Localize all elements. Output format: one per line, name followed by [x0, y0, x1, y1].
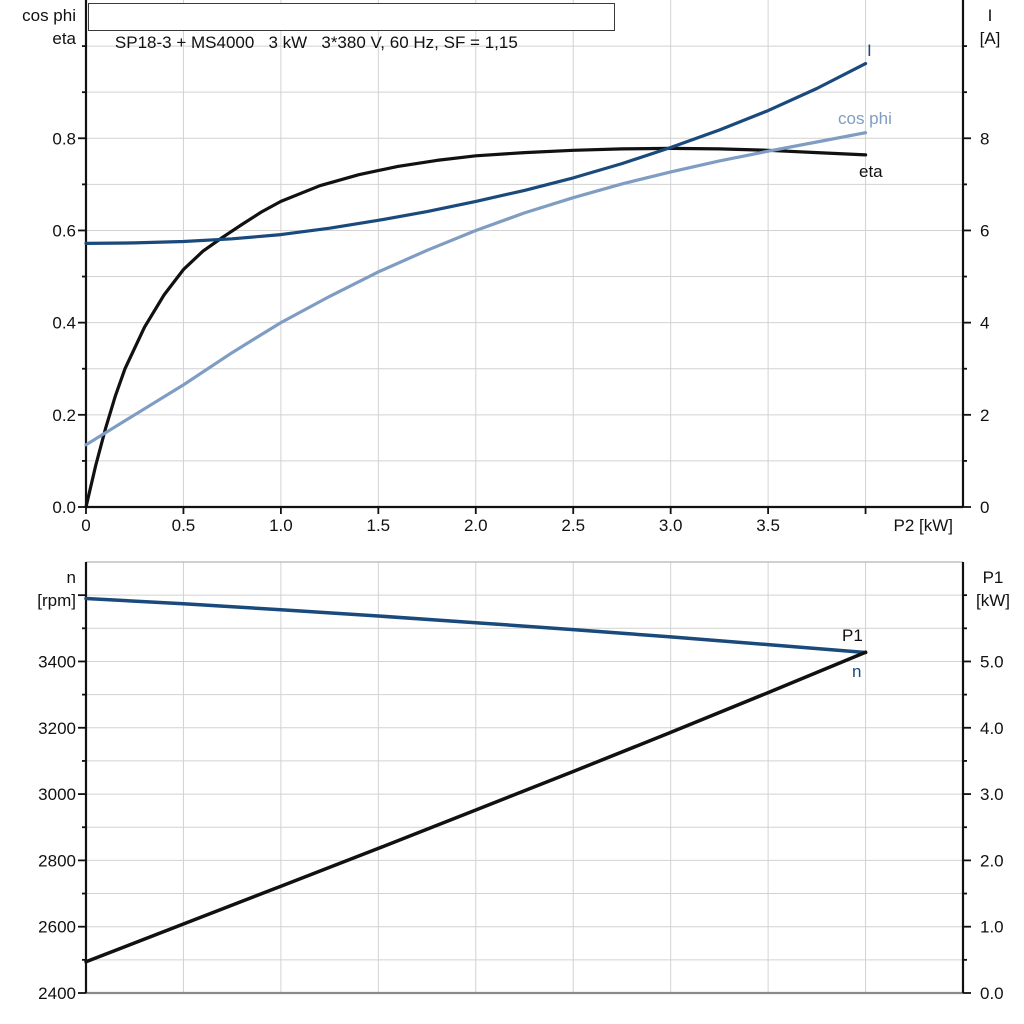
- axis-label-eta: eta: [52, 29, 76, 48]
- x-tick-label: 0: [81, 516, 90, 535]
- top-left-axis-label: cos phi eta: [0, 4, 76, 50]
- chart-title-box: SP18-3 + MS4000 3 kW 3*380 V, 60 Hz, SF …: [88, 3, 615, 52]
- series: n P1: [84, 596, 868, 964]
- axis-label-current-unit: [A]: [979, 29, 1001, 48]
- x-tick-label: 0.5: [172, 516, 196, 535]
- axes: 2400 2600 2800 3000 3200 3400 0.0 1.0 2.0 3.0 4.0 5…: [38, 561, 1004, 1003]
- x-tick-label: 3.5: [756, 516, 780, 535]
- x-tick-label: 2.5: [561, 516, 585, 535]
- right-tick-label: 4.0: [980, 719, 1004, 738]
- curve-n: [84, 596, 868, 655]
- left-tick-label: 0.2: [52, 406, 76, 425]
- x-tick-label: 1.5: [367, 516, 391, 535]
- curve-cos-phi: [84, 131, 868, 447]
- series: eta cos phi I: [84, 41, 892, 509]
- x-tick-label: 1.0: [269, 516, 293, 535]
- curve-label-i: I: [867, 41, 872, 60]
- x-axis-label: P2 [kW]: [893, 516, 953, 535]
- curve-eta: [84, 146, 868, 509]
- axis-label-cos-phi: cos phi: [22, 6, 76, 25]
- axis-label-p1-unit: [kW]: [976, 591, 1010, 610]
- left-tick-label: 2800: [38, 851, 76, 870]
- axis-label-speed: n: [66, 568, 76, 587]
- right-tick-label: 0.0: [980, 984, 1004, 1003]
- left-tick-label: 0.0: [52, 498, 76, 517]
- left-tick-label: 3200: [38, 719, 76, 738]
- left-tick-label: 2400: [38, 984, 76, 1003]
- curve-label-n: n: [852, 662, 861, 681]
- x-tick-label: 3.0: [659, 516, 683, 535]
- curve-p1: [84, 650, 868, 964]
- curve-i: [84, 61, 868, 245]
- gridlines: [86, 562, 963, 993]
- curve-label-p1: P1: [842, 626, 863, 645]
- gridlines: [86, 0, 963, 507]
- left-tick-label: 3400: [38, 652, 76, 671]
- bottom-chart-plot: 2400 2600 2800 3000 3200 3400 0.0 1.0 2.0 3.0 4.0 5…: [38, 561, 1004, 1003]
- right-tick-label: 6: [980, 221, 989, 240]
- top-chart-plot: 0.0 0.2 0.4 0.6 0.8 0 2 4 6 8 0 0.5 1.0 1.5 2.0 2.5 3.0 3…: [52, 0, 989, 535]
- left-tick-label: 3000: [38, 785, 76, 804]
- left-tick-label: 2600: [38, 918, 76, 937]
- right-tick-label: 2: [980, 406, 989, 425]
- curve-label-eta: eta: [859, 162, 883, 181]
- axis-label-current: I: [987, 6, 993, 25]
- curve-label-cos-phi: cos phi: [838, 109, 892, 128]
- left-tick-label: 0.6: [52, 221, 76, 240]
- top-right-axis-label: I [A]: [971, 4, 1009, 50]
- axis-label-p1: P1: [982, 568, 1004, 587]
- right-tick-label: 3.0: [980, 785, 1004, 804]
- bottom-right-axis-label: P1 [kW]: [969, 566, 1017, 612]
- right-tick-label: 4: [980, 314, 989, 333]
- left-tick-label: 0.8: [52, 129, 76, 148]
- right-tick-label: 5.0: [980, 652, 1004, 671]
- left-tick-label: 0.4: [52, 314, 76, 333]
- bottom-left-axis-label: n [rpm]: [0, 566, 76, 612]
- chart-title: SP18-3 + MS4000 3 kW 3*380 V, 60 Hz, SF …: [114, 33, 518, 52]
- right-tick-label: 8: [980, 129, 989, 148]
- right-tick-label: 1.0: [980, 918, 1004, 937]
- right-tick-label: 2.0: [980, 851, 1004, 870]
- right-tick-label: 0: [980, 498, 989, 517]
- x-tick-label: 2.0: [464, 516, 488, 535]
- axes: 0.0 0.2 0.4 0.6 0.8 0 2 4 6 8 0 0.5 1.0 1.5 2.0 2.5 3.0 3…: [52, 0, 989, 535]
- axis-label-speed-unit: [rpm]: [37, 591, 76, 610]
